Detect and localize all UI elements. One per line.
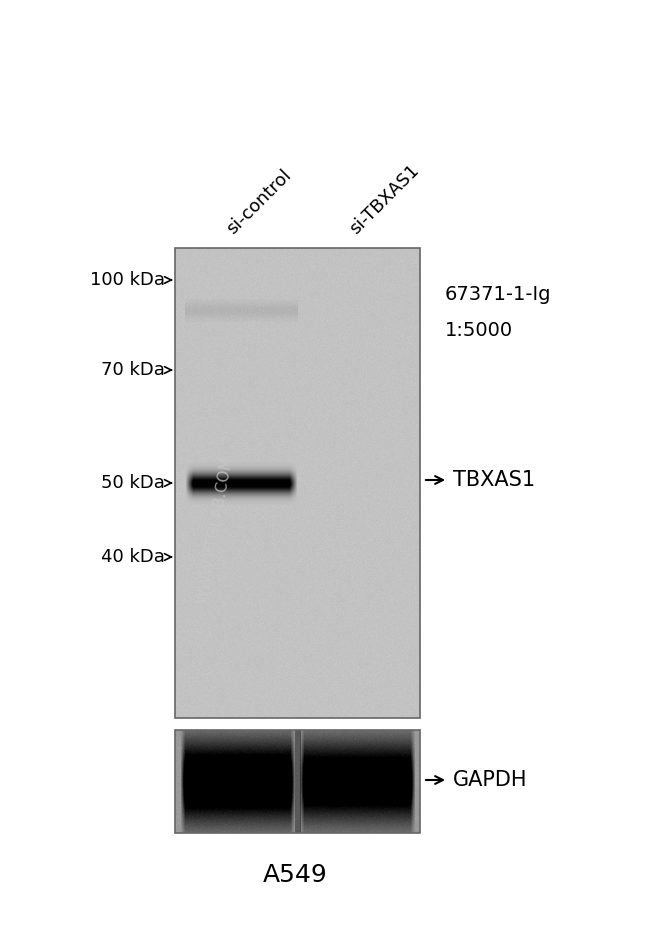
Text: A549: A549 xyxy=(263,863,328,887)
Text: si-control: si-control xyxy=(223,166,295,238)
Text: 67371-1-Ig: 67371-1-Ig xyxy=(445,285,551,305)
Text: 40 kDa: 40 kDa xyxy=(101,548,165,566)
Text: 50 kDa: 50 kDa xyxy=(101,474,165,492)
Text: 1:5000: 1:5000 xyxy=(445,321,513,340)
Text: 70 kDa: 70 kDa xyxy=(101,361,165,379)
Text: TBXAS1: TBXAS1 xyxy=(453,470,535,490)
Text: GAPDH: GAPDH xyxy=(453,770,528,790)
Text: si-TBXAS1: si-TBXAS1 xyxy=(346,161,422,238)
Bar xyxy=(175,248,420,718)
Bar xyxy=(175,730,420,833)
Text: 100 kDa: 100 kDa xyxy=(90,271,165,289)
Text: WWW.PTGLAB.COM: WWW.PTGLAB.COM xyxy=(194,455,235,605)
